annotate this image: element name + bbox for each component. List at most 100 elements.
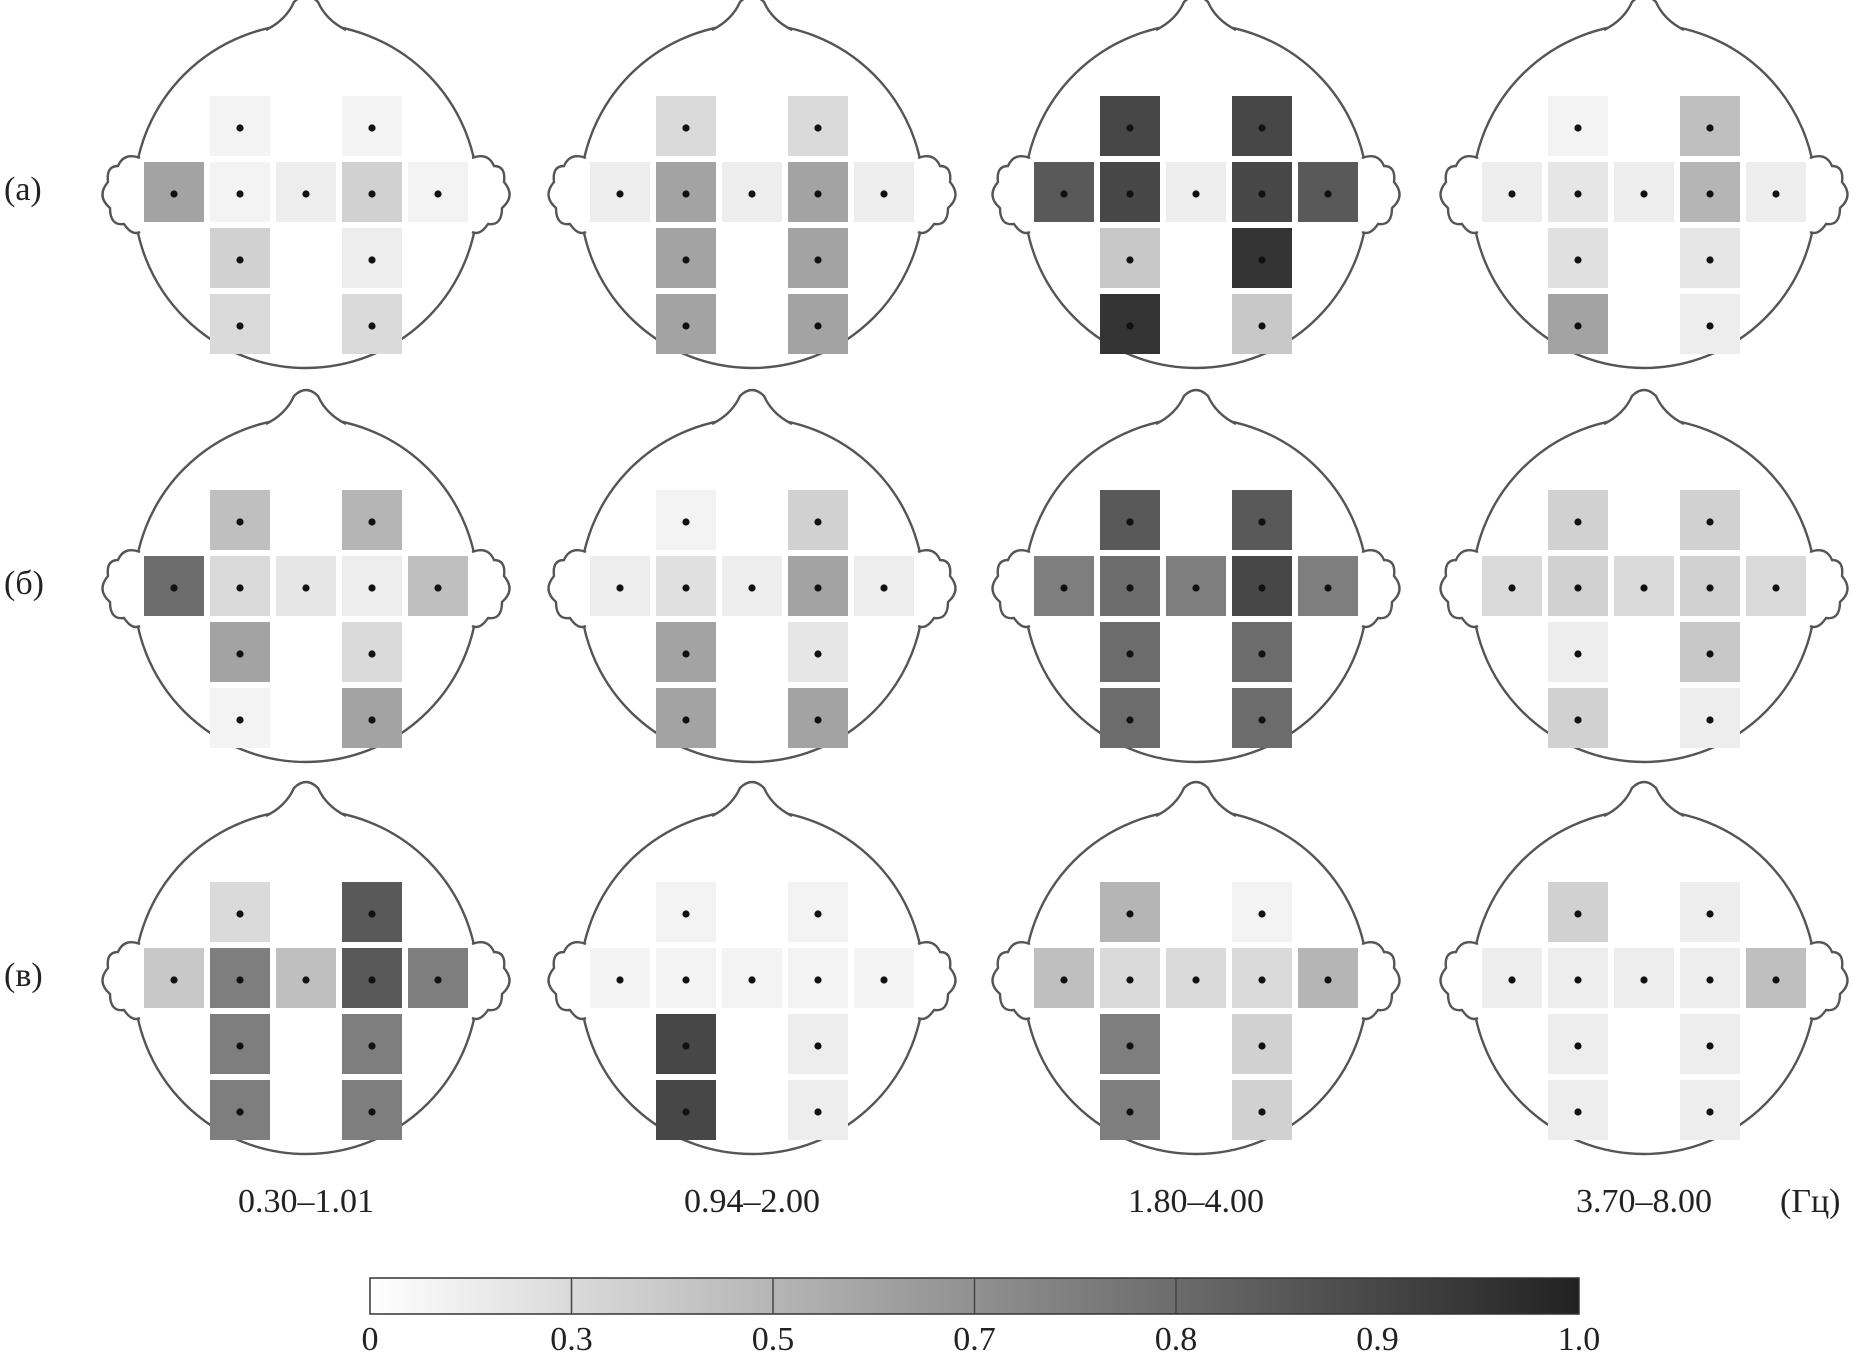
electrode-dot	[814, 322, 822, 330]
electrode-dot	[368, 976, 376, 984]
nose	[265, 780, 347, 818]
colorbar-tick-label: 1.0	[1558, 1321, 1601, 1358]
colorbar-tick-label: 0.5	[752, 1321, 795, 1358]
electrode-dot	[1060, 976, 1068, 984]
electrode-dot	[434, 190, 442, 198]
electrode-dot	[682, 910, 690, 918]
electrode-dot	[682, 584, 690, 592]
ear	[991, 549, 1031, 629]
ear	[1439, 549, 1479, 629]
electrode-dot	[1574, 1108, 1582, 1116]
electrode-dot	[1508, 976, 1516, 984]
electrode-dot	[1192, 190, 1200, 198]
electrode-dot	[236, 584, 244, 592]
electrode-dot	[1258, 584, 1266, 592]
electrode-dot	[682, 322, 690, 330]
electrode-dot	[1258, 650, 1266, 658]
electrode-dot	[1060, 190, 1068, 198]
nose	[711, 780, 793, 818]
electrode-dot	[814, 124, 822, 132]
nose	[1155, 780, 1237, 818]
ear	[1439, 941, 1479, 1021]
electrode-dot	[1574, 716, 1582, 724]
nose	[711, 0, 793, 32]
electrode-dot	[1126, 256, 1134, 264]
electrode-dot	[1772, 976, 1780, 984]
electrode-dot	[1258, 518, 1266, 526]
electrode-dot	[880, 584, 888, 592]
electrode-dot	[1258, 1042, 1266, 1050]
electrode-dot	[682, 518, 690, 526]
electrode-dot	[1126, 584, 1134, 592]
electrode-dot	[1192, 976, 1200, 984]
electrode-dot	[814, 1042, 822, 1050]
electrode-dot	[368, 584, 376, 592]
ear	[917, 155, 957, 235]
electrode-dot	[1060, 584, 1068, 592]
ear	[1361, 155, 1401, 235]
electrode-dot	[1706, 976, 1714, 984]
electrode-dot	[368, 322, 376, 330]
electrode-dot	[368, 256, 376, 264]
electrode-dot	[1640, 976, 1648, 984]
electrode-dot	[170, 976, 178, 984]
ear	[547, 549, 587, 629]
electrode-dot	[236, 190, 244, 198]
electrode-dot	[1126, 518, 1134, 526]
electrode-dot	[236, 1042, 244, 1050]
electrode-dot	[1706, 910, 1714, 918]
electrode-dot	[1706, 518, 1714, 526]
electrode-dot	[1126, 976, 1134, 984]
ear	[547, 941, 587, 1021]
ear	[991, 941, 1031, 1021]
electrode-dot	[1126, 716, 1134, 724]
unit-label: (Гц)	[1780, 1183, 1841, 1220]
ear	[917, 549, 957, 629]
electrode-dot	[616, 584, 624, 592]
ear	[101, 155, 141, 235]
electrode-dot	[1706, 256, 1714, 264]
column-label: 0.94–2.00	[684, 1183, 820, 1220]
ear	[1809, 549, 1849, 629]
colorbar-tick-label: 0.7	[953, 1321, 996, 1358]
electrode-dot	[1706, 124, 1714, 132]
electrode-dot	[1574, 650, 1582, 658]
nose	[711, 388, 793, 426]
electrode-dot	[616, 190, 624, 198]
electrode-dot	[1258, 910, 1266, 918]
electrode-dot	[1258, 256, 1266, 264]
ear	[471, 941, 511, 1021]
electrode-dot	[880, 976, 888, 984]
nose	[265, 388, 347, 426]
electrode-dot	[1706, 716, 1714, 724]
electrode-dot	[1126, 650, 1134, 658]
electrode-dot	[682, 1108, 690, 1116]
ear	[1809, 155, 1849, 235]
nose	[1155, 0, 1237, 32]
electrode-dot	[236, 910, 244, 918]
electrode-dot	[748, 976, 756, 984]
electrode-dot	[1574, 256, 1582, 264]
ear	[471, 155, 511, 235]
electrode-dot	[236, 650, 244, 658]
electrode-dot	[1640, 584, 1648, 592]
nose	[1155, 388, 1237, 426]
electrode-dot	[814, 518, 822, 526]
ear	[547, 155, 587, 235]
electrode-dot	[368, 124, 376, 132]
electrode-dot	[814, 1108, 822, 1116]
column-label: 1.80–4.00	[1128, 1183, 1264, 1220]
electrode-dot	[1192, 584, 1200, 592]
electrode-dot	[682, 716, 690, 724]
colorbar-tick-label: 0.3	[550, 1321, 593, 1358]
ear	[991, 155, 1031, 235]
electrode-dot	[814, 910, 822, 918]
electrode-dot	[368, 518, 376, 526]
electrode-dot	[1706, 1042, 1714, 1050]
colorbar-tick-label: 0.8	[1155, 1321, 1198, 1358]
nose	[1603, 0, 1685, 32]
nose	[1603, 388, 1685, 426]
colorbar-tick-label: 0	[362, 1321, 379, 1358]
electrode-dot	[236, 518, 244, 526]
